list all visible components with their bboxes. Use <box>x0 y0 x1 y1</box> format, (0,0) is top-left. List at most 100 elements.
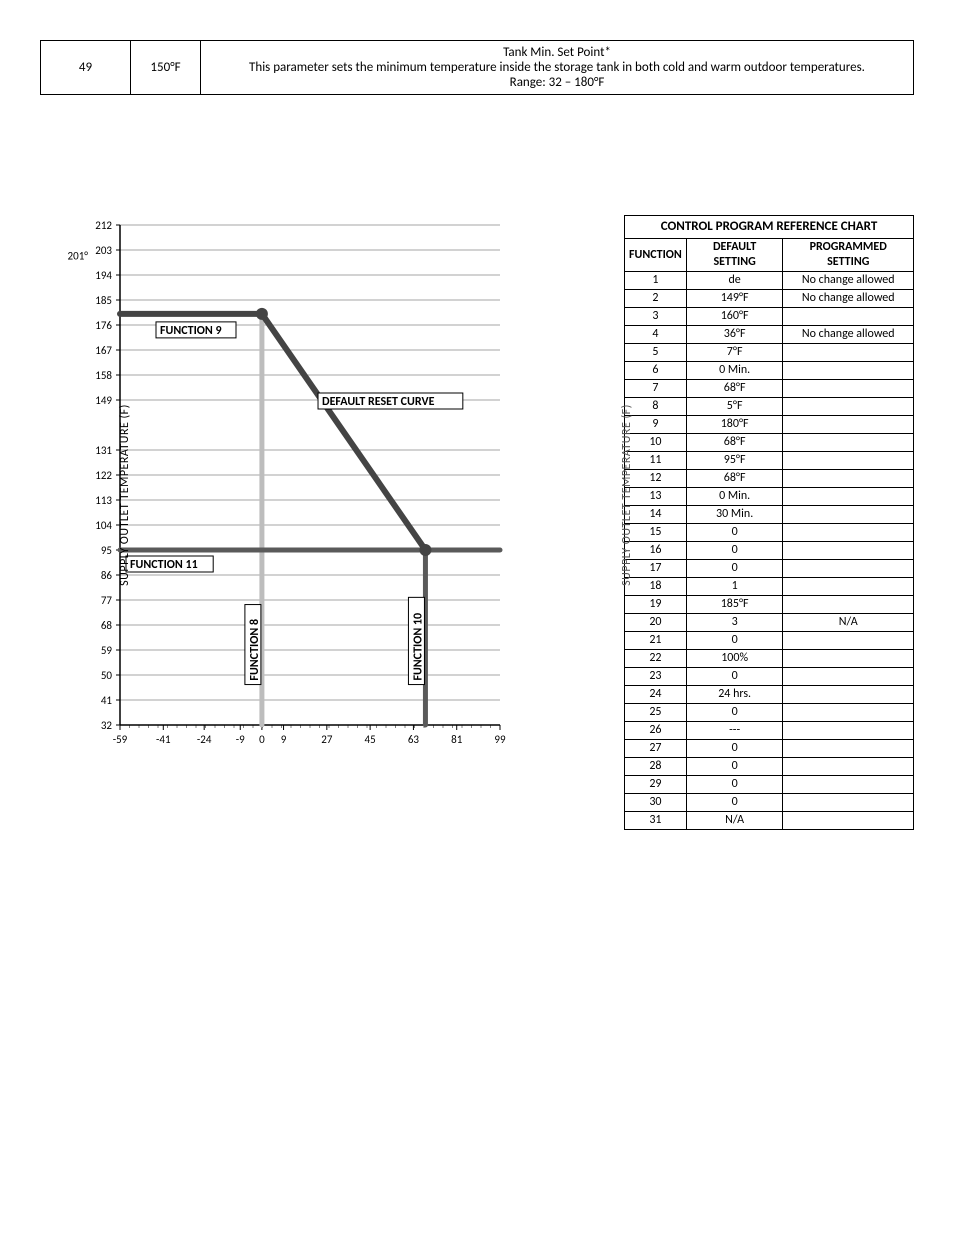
table-cell: 22 <box>625 650 687 668</box>
table-row: 290 <box>625 776 914 794</box>
table-cell: 149°F <box>686 290 783 308</box>
table-cell: No change allowed <box>783 326 914 344</box>
table-cell: 5 <box>625 344 687 362</box>
table-cell: 100% <box>686 650 783 668</box>
table-cell: 27 <box>625 740 687 758</box>
table-cell <box>783 506 914 524</box>
table-cell <box>783 398 914 416</box>
svg-text:50: 50 <box>101 669 113 682</box>
table-cell: 25 <box>625 704 687 722</box>
table-row: 230 <box>625 668 914 686</box>
table-cell <box>783 578 914 596</box>
table-row: 436°FNo change allowed <box>625 326 914 344</box>
table-cell: 0 <box>686 704 783 722</box>
table-cell: 7 <box>625 380 687 398</box>
ref-table-title: CONTROL PROGRAM REFERENCE CHART <box>625 216 914 239</box>
svg-text:DEFAULT RESET CURVE: DEFAULT RESET CURVE <box>322 395 435 409</box>
table-row: 31N/A <box>625 812 914 830</box>
svg-text:-41: -41 <box>156 733 171 746</box>
svg-text:185: 185 <box>95 294 112 307</box>
table-cell <box>783 452 914 470</box>
table-row: 160 <box>625 542 914 560</box>
y-axis-label-left: SUPPLY OUTLET TEMPERATURE (F) <box>118 404 132 586</box>
table-row: 22100% <box>625 650 914 668</box>
table-cell: 21 <box>625 632 687 650</box>
table-cell <box>783 488 914 506</box>
table-cell <box>783 542 914 560</box>
table-row: 1068°F <box>625 434 914 452</box>
svg-text:149: 149 <box>95 394 112 407</box>
svg-text:122: 122 <box>95 469 112 482</box>
table-row: 181 <box>625 578 914 596</box>
param-description: Tank Min. Set Point* This parameter sets… <box>201 41 914 95</box>
table-row: 270 <box>625 740 914 758</box>
table-row: 1deNo change allowed <box>625 272 914 290</box>
table-cell: 4 <box>625 326 687 344</box>
svg-text:-9: -9 <box>236 733 245 746</box>
svg-text:131: 131 <box>95 444 112 457</box>
svg-text:95: 95 <box>101 544 112 557</box>
svg-text:201°: 201° <box>68 250 89 263</box>
table-row: 203N/A <box>625 614 914 632</box>
table-row: 26--- <box>625 722 914 740</box>
table-cell: N/A <box>783 614 914 632</box>
table-row: 85°F <box>625 398 914 416</box>
svg-text:59: 59 <box>101 644 113 657</box>
table-cell <box>783 704 914 722</box>
table-cell <box>783 470 914 488</box>
svg-text:68: 68 <box>101 619 113 632</box>
table-cell <box>783 434 914 452</box>
svg-text:45: 45 <box>365 733 376 746</box>
table-cell <box>783 560 914 578</box>
table-cell: 26 <box>625 722 687 740</box>
param-range: Range: 32 – 180°F <box>209 75 905 90</box>
table-cell: 0 <box>686 542 783 560</box>
table-cell <box>783 686 914 704</box>
table-cell: 3 <box>686 614 783 632</box>
table-cell: 20 <box>625 614 687 632</box>
table-cell <box>783 740 914 758</box>
table-cell: 36°F <box>686 326 783 344</box>
table-row: 250 <box>625 704 914 722</box>
table-cell: No change allowed <box>783 290 914 308</box>
ref-header-programmed: PROGRAMMED SETTING <box>783 239 914 272</box>
table-cell <box>783 308 914 326</box>
ref-header-function: FUNCTION <box>625 239 687 272</box>
table-cell: 28 <box>625 758 687 776</box>
table-cell: 0 <box>686 794 783 812</box>
table-row: 19185°F <box>625 596 914 614</box>
svg-text:9: 9 <box>281 733 287 746</box>
table-row: 1195°F <box>625 452 914 470</box>
svg-text:77: 77 <box>101 594 113 607</box>
table-cell: 31 <box>625 812 687 830</box>
table-cell <box>783 794 914 812</box>
svg-text:99: 99 <box>494 733 506 746</box>
table-cell: 68°F <box>686 380 783 398</box>
table-cell: 1 <box>625 272 687 290</box>
table-cell: 68°F <box>686 434 783 452</box>
table-cell <box>783 812 914 830</box>
table-cell: 7°F <box>686 344 783 362</box>
param-title: Tank Min. Set Point* <box>209 45 905 60</box>
table-cell: 1 <box>686 578 783 596</box>
table-cell <box>783 596 914 614</box>
parameter-table: 49 150°F Tank Min. Set Point* This param… <box>40 40 914 95</box>
reference-table: CONTROL PROGRAM REFERENCE CHART FUNCTION… <box>624 215 914 830</box>
table-cell <box>783 380 914 398</box>
table-cell: de <box>686 272 783 290</box>
svg-text:176: 176 <box>95 319 112 332</box>
table-row: 2424 hrs. <box>625 686 914 704</box>
reference-table-wrap: CONTROL PROGRAM REFERENCE CHART FUNCTION… <box>624 215 914 830</box>
table-row: 9180°F <box>625 416 914 434</box>
table-row: 2149°FNo change allowed <box>625 290 914 308</box>
table-cell <box>783 668 914 686</box>
ref-header-default: DEFAULT SETTING <box>686 239 783 272</box>
table-row: 3160°F <box>625 308 914 326</box>
table-cell <box>783 344 914 362</box>
table-cell: 0 <box>686 632 783 650</box>
table-row: 130 Min. <box>625 488 914 506</box>
table-row: 768°F <box>625 380 914 398</box>
table-cell <box>783 722 914 740</box>
table-cell <box>783 776 914 794</box>
table-row: 60 Min. <box>625 362 914 380</box>
